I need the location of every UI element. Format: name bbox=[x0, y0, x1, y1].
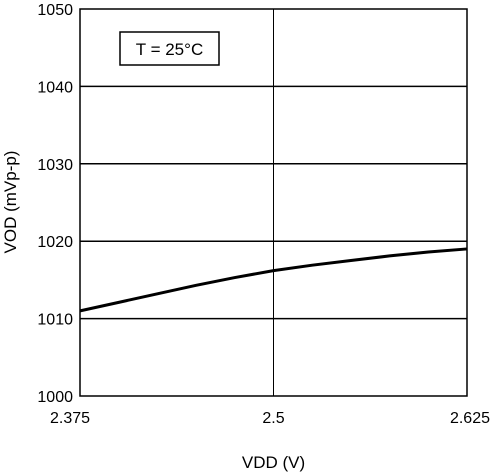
y-tick-label-2: 1020 bbox=[37, 234, 73, 251]
x-axis-title: VDD (V) bbox=[242, 453, 305, 472]
y-tick-labels: 1000 1010 1020 1030 1040 1050 bbox=[37, 2, 73, 406]
x-tick-label-2: 2.625 bbox=[450, 410, 490, 427]
x-tick-label-1: 2.5 bbox=[262, 410, 284, 427]
annotation-temperature: T = 25°C bbox=[136, 40, 203, 59]
y-tick-label-4: 1040 bbox=[37, 79, 73, 96]
grid-lines bbox=[80, 9, 467, 396]
y-axis-title: VOD (mVp-p) bbox=[1, 151, 20, 254]
series-line-0 bbox=[79, 247, 468, 313]
annotation-frame bbox=[119, 31, 220, 66]
y-tick-label-3: 1030 bbox=[37, 157, 73, 174]
series-layer bbox=[79, 247, 468, 313]
x-tick-label-0: 2.375 bbox=[50, 410, 90, 427]
y-tick-label-0: 1000 bbox=[37, 389, 73, 406]
x-tick-labels: 2.375 2.5 2.625 bbox=[50, 410, 490, 427]
y-tick-label-5: 1050 bbox=[37, 2, 73, 19]
y-tick-label-1: 1010 bbox=[37, 312, 73, 329]
plot-frame bbox=[79, 8, 468, 397]
annotation-box: T = 25°C bbox=[119, 31, 220, 66]
